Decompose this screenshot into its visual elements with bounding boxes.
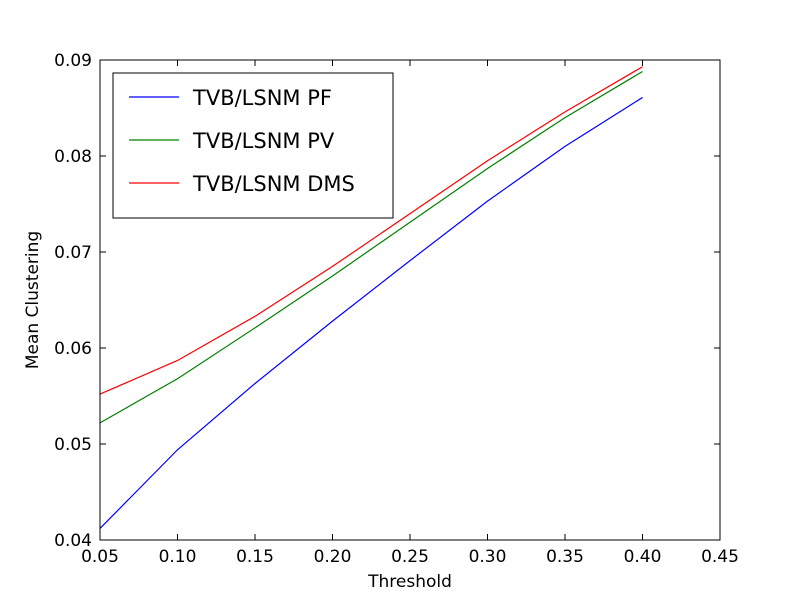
x-tick-label: 0.25 [391,547,429,567]
legend-label: TVB/LSNM PF [192,86,332,110]
legend-label: TVB/LSNM PV [192,129,335,153]
y-tick-label: 0.09 [54,51,92,71]
y-tick-label: 0.06 [54,339,92,359]
x-axis-label: Threshold [367,572,452,592]
y-tick-label: 0.04 [54,531,92,551]
series-lines [99,66,643,529]
x-tick-label: 0.40 [624,547,662,567]
series-line [99,66,643,395]
x-tick-label: 0.45 [701,547,739,567]
x-tick-label: 0.30 [469,547,507,567]
legend-label: TVB/LSNM DMS [192,172,355,196]
y-tick-label: 0.05 [54,435,92,455]
y-tick-label: 0.08 [54,147,92,167]
x-tick-label: 0.15 [236,547,274,567]
y-axis-ticks: 0.04 0.05 0.06 0.07 0.08 0.09 [54,51,720,551]
plot-frame [99,59,721,541]
x-tick-label: 0.05 [81,547,119,567]
series-line [99,96,643,529]
x-axis-ticks: 0.05 0.10 0.15 0.20 0.25 0.30 0.35 0.40 0.45 [81,60,739,567]
x-tick-label: 0.10 [159,547,197,567]
x-tick-label: 0.20 [314,547,352,567]
y-axis-label: Mean Clustering [23,231,43,369]
legend: TVB/LSNM PF TVB/LSNM PV TVB/LSNM DMS [112,72,394,219]
x-tick-label: 0.35 [546,547,584,567]
y-tick-label: 0.07 [54,243,92,263]
series-line [99,71,643,424]
